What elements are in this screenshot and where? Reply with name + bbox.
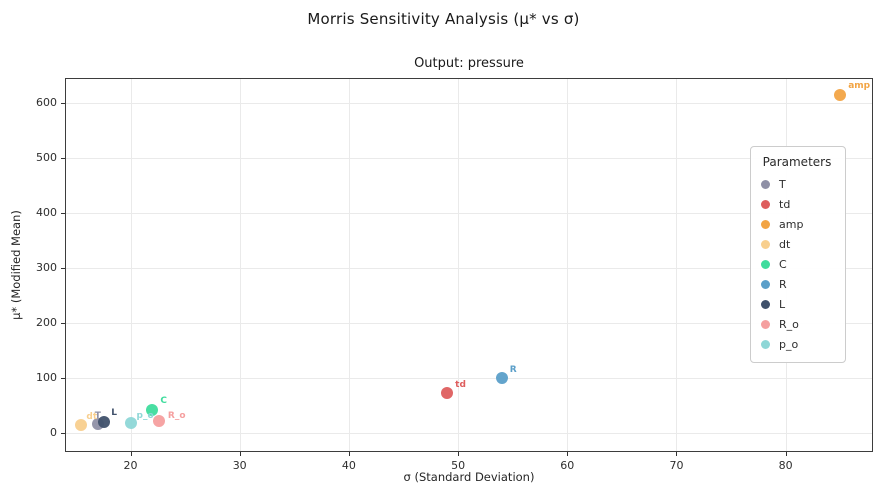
gridline-horizontal	[65, 377, 873, 379]
y-axis-label: μ* (Modified Mean)	[9, 210, 23, 320]
legend-label-T: T	[779, 177, 786, 191]
legend-label-dt: dt	[779, 237, 791, 251]
gridline-horizontal	[65, 267, 873, 269]
y-tick-label: 200	[36, 315, 57, 329]
legend-item-dt: dt	[761, 234, 833, 254]
axes-subtitle: Output: pressure	[414, 56, 524, 71]
y-tick-label: 500	[36, 150, 57, 164]
legend-swatch-L	[761, 299, 770, 309]
y-tick-label: 300	[36, 260, 57, 274]
point-label-td: td	[455, 379, 466, 390]
gridline-horizontal	[65, 102, 873, 104]
y-tick-label: 600	[36, 95, 57, 109]
legend-label-td: td	[779, 197, 791, 211]
y-tick-mark	[61, 267, 65, 269]
point-label-R: R	[509, 364, 517, 375]
x-tick-mark	[567, 452, 569, 456]
point-label-R_o: R_o	[167, 410, 186, 421]
data-point-p_o	[124, 417, 137, 430]
data-point-amp	[834, 89, 847, 102]
point-label-p_o: p_o	[136, 411, 154, 422]
x-tick-mark	[785, 452, 787, 456]
data-point-R	[495, 371, 508, 384]
x-tick-mark	[348, 452, 350, 456]
legend-item-R_o: R_o	[761, 314, 833, 334]
legend-item-R: R	[761, 274, 833, 294]
data-point-L	[98, 416, 111, 429]
x-tick-mark	[458, 452, 460, 456]
gridline-vertical	[348, 78, 350, 452]
legend-label-L: L	[779, 297, 786, 311]
legend-item-td: td	[761, 194, 833, 214]
data-point-td	[441, 386, 454, 399]
gridline-vertical	[567, 78, 569, 452]
legend-item-amp: amp	[761, 214, 833, 234]
y-tick-mark	[61, 322, 65, 324]
legend-swatch-C	[761, 259, 770, 269]
legend-item-T: T	[761, 174, 833, 194]
x-tick-label: 20	[123, 459, 138, 472]
x-tick-label: 60	[560, 459, 575, 472]
legend-label-amp: amp	[779, 217, 804, 231]
x-tick-label: 80	[778, 459, 793, 472]
x-tick-label: 30	[232, 459, 247, 472]
y-tick-mark	[61, 157, 65, 159]
legend-item-L: L	[761, 294, 833, 314]
y-tick-label: 400	[36, 205, 57, 219]
legend-label-C: C	[779, 257, 787, 271]
point-label-T: T	[94, 410, 101, 421]
legend-label-p_o: p_o	[779, 337, 799, 351]
legend-swatch-td	[761, 199, 770, 209]
legend-swatch-p_o	[761, 339, 770, 349]
y-tick-mark	[61, 102, 65, 104]
data-point-C	[146, 403, 159, 416]
gridline-vertical	[239, 78, 241, 452]
data-point-dt	[75, 419, 88, 432]
y-tick-mark	[61, 212, 65, 214]
point-label-L: L	[111, 408, 118, 419]
y-tick-label: 0	[50, 425, 57, 439]
y-tick-mark	[61, 432, 65, 434]
gridline-horizontal	[65, 322, 873, 324]
legend-label-R: R	[779, 277, 787, 291]
point-label-amp: amp	[848, 81, 871, 92]
x-tick-label: 70	[669, 459, 684, 472]
legend-label-R_o: R_o	[779, 317, 799, 331]
legend-swatch-R	[761, 279, 770, 289]
chart-title: Morris Sensitivity Analysis (μ* vs σ)	[307, 10, 580, 28]
gridline-vertical	[676, 78, 678, 452]
x-axis-label: σ (Standard Deviation)	[403, 470, 535, 484]
legend-swatch-dt	[761, 239, 770, 249]
gridline-vertical	[458, 78, 460, 452]
x-tick-mark	[130, 452, 132, 456]
gridline-horizontal	[65, 157, 873, 159]
y-tick-label: 100	[36, 370, 57, 384]
legend-title: Parameters	[762, 155, 832, 169]
gridline-vertical	[130, 78, 132, 452]
point-label-dt: dt	[86, 412, 98, 423]
legend-swatch-amp	[761, 219, 770, 229]
legend-item-C: C	[761, 254, 833, 274]
x-tick-mark	[239, 452, 241, 456]
x-tick-label: 40	[341, 459, 356, 472]
gridline-horizontal	[65, 212, 873, 214]
x-tick-mark	[676, 452, 678, 456]
gridline-horizontal	[65, 432, 873, 434]
legend-swatch-T	[761, 179, 770, 189]
legend-swatch-R_o	[761, 319, 770, 329]
data-point-R_o	[152, 414, 165, 427]
y-tick-mark	[61, 377, 65, 379]
point-label-C: C	[160, 395, 167, 406]
x-tick-label: 50	[451, 459, 466, 472]
legend-item-p_o: p_o	[761, 334, 833, 354]
